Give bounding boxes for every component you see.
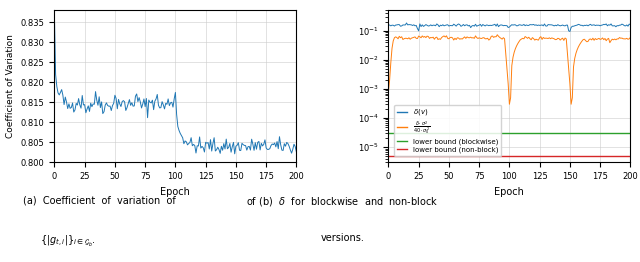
- $\delta(v)$: [609, 24, 616, 28]
- $\frac{\delta \cdot \sigma^2}{40 \cdot \sigma_0^2}$: [627, 36, 634, 39]
- $\frac{\delta \cdot \sigma^2}{40 \cdot \sigma_0^2}$: [506, 103, 513, 106]
- $\delta(v)$: [386, 24, 394, 27]
- $\frac{\delta \cdot \sigma^2}{40 \cdot \sigma_0^2}$: [518, 37, 525, 41]
- $\frac{\delta \cdot \sigma^2}{40 \cdot \sigma_0^2}$: [486, 37, 494, 41]
- Line: $\frac{\delta \cdot \sigma^2}{40 \cdot \sigma_0^2}$: $\frac{\delta \cdot \sigma^2}{40 \cdot \…: [388, 35, 630, 104]
- Text: versions.: versions.: [321, 233, 364, 243]
- $\delta(v)$: [566, 30, 573, 33]
- Text: $\{|g_{t,i}|\}_{i\in\mathcal{G}_b}.$: $\{|g_{t,i}|\}_{i\in\mathcal{G}_b}.$: [40, 233, 96, 248]
- $\delta(v)$: [474, 24, 482, 27]
- lower bound (non-block): [385, 154, 392, 157]
- $\delta(v)$: [488, 24, 495, 27]
- $\delta(v)$: [408, 23, 415, 26]
- $\frac{\delta \cdot \sigma^2}{40 \cdot \sigma_0^2}$: [385, 90, 392, 94]
- Line: $\delta(v)$: $\delta(v)$: [388, 23, 630, 31]
- lower bound (non-block): [386, 154, 394, 157]
- $\frac{\delta \cdot \sigma^2}{40 \cdot \sigma_0^2}$: [406, 38, 414, 41]
- X-axis label: Epoch: Epoch: [495, 187, 524, 197]
- $\delta(v)$: [627, 23, 634, 26]
- X-axis label: Epoch: Epoch: [161, 187, 190, 197]
- Text: (a)  Coefficient  of  variation  of: (a) Coefficient of variation of: [23, 195, 175, 205]
- $\frac{\delta \cdot \sigma^2}{40 \cdot \sigma_0^2}$: [609, 37, 616, 41]
- $\frac{\delta \cdot \sigma^2}{40 \cdot \sigma_0^2}$: [493, 33, 501, 36]
- Legend: $\delta(v)$, $\frac{\delta \cdot \sigma^2}{40 \cdot \sigma_0^2}$, lower bound (b: $\delta(v)$, $\frac{\delta \cdot \sigma^…: [394, 105, 501, 156]
- $\delta(v)$: [385, 24, 392, 27]
- lower bound (blockwise): [385, 132, 392, 135]
- $\frac{\delta \cdot \sigma^2}{40 \cdot \sigma_0^2}$: [473, 36, 481, 39]
- Y-axis label: Coefficient of Variation: Coefficient of Variation: [6, 35, 15, 138]
- lower bound (blockwise): [386, 132, 394, 135]
- $\delta(v)$: [516, 23, 524, 26]
- $\frac{\delta \cdot \sigma^2}{40 \cdot \sigma_0^2}$: [386, 79, 394, 82]
- $\delta(v)$: [403, 21, 410, 25]
- Text: of (b)  $\delta$  for  blockwise  and  non-block: of (b) $\delta$ for blockwise and non-bl…: [246, 195, 438, 208]
